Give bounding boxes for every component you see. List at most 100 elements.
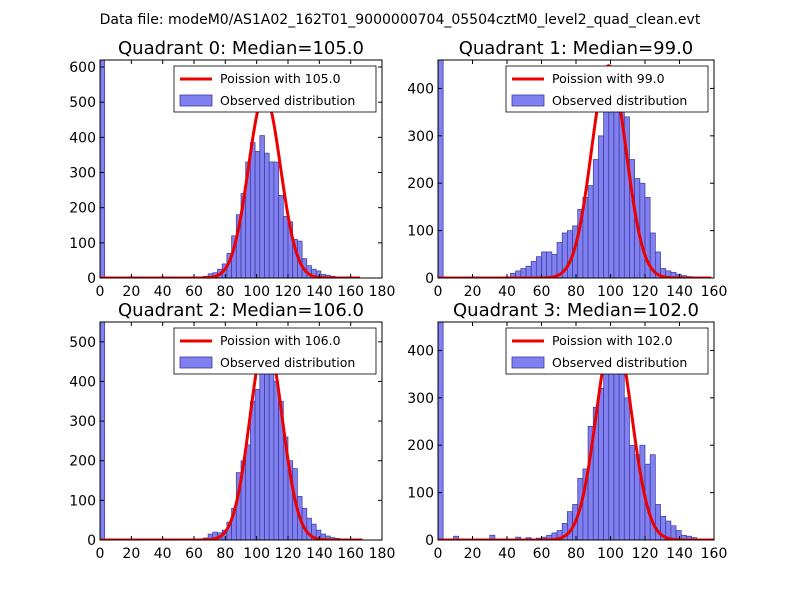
y-tick-label: 100 bbox=[69, 236, 96, 252]
x-tick-label: 100 bbox=[243, 284, 270, 300]
y-tick-label: 400 bbox=[407, 343, 434, 359]
x-tick-label: 0 bbox=[434, 284, 443, 300]
x-tick-label: 20 bbox=[464, 284, 482, 300]
histogram-bar bbox=[567, 511, 573, 540]
y-tick-label: 400 bbox=[407, 81, 434, 97]
x-tick-label: 80 bbox=[567, 546, 585, 562]
histogram-bar bbox=[100, 322, 106, 540]
x-tick-label: 40 bbox=[498, 284, 516, 300]
y-tick-label: 0 bbox=[425, 533, 434, 549]
histogram-bar bbox=[530, 261, 537, 278]
histogram-bar bbox=[254, 151, 261, 278]
y-tick-label: 300 bbox=[69, 414, 96, 430]
histogram-bar bbox=[603, 97, 610, 278]
x-tick-label: 60 bbox=[533, 284, 551, 300]
legend-bar-swatch bbox=[179, 356, 213, 369]
y-tick-label: 300 bbox=[407, 129, 434, 145]
histogram-bar bbox=[438, 60, 444, 278]
y-tick-label: 0 bbox=[425, 271, 434, 287]
y-tick-label: 400 bbox=[69, 130, 96, 146]
x-tick-label: 120 bbox=[632, 284, 659, 300]
histogram-bar bbox=[623, 397, 630, 540]
x-tick-label: 120 bbox=[275, 546, 302, 562]
legend-line-label: Poission with 102.0 bbox=[552, 333, 673, 348]
legend: Poission with 99.0 Observed distribution bbox=[505, 65, 709, 113]
x-tick-label: 160 bbox=[701, 546, 728, 562]
legend-bar-label: Observed distribution bbox=[552, 93, 687, 108]
x-tick-label: 140 bbox=[306, 546, 333, 562]
histogram-bar bbox=[268, 161, 275, 278]
x-tick-label: 100 bbox=[597, 284, 624, 300]
legend-bar-label: Observed distribution bbox=[220, 355, 355, 370]
x-tick-label: 140 bbox=[666, 546, 693, 562]
histogram-bar bbox=[592, 159, 599, 278]
x-tick-label: 140 bbox=[666, 284, 693, 300]
x-tick-label: 60 bbox=[533, 546, 551, 562]
poisson-curve bbox=[438, 327, 714, 540]
x-tick-label: 40 bbox=[498, 546, 516, 562]
plot-data bbox=[438, 60, 713, 278]
histogram-bar bbox=[273, 161, 279, 278]
legend: Poission with 105.0 Observed distribution bbox=[173, 65, 377, 113]
histogram-bar bbox=[546, 251, 553, 278]
histogram-bar bbox=[587, 185, 594, 278]
x-tick-label: 0 bbox=[96, 284, 105, 300]
histogram-bar bbox=[268, 369, 275, 540]
histogram-bar bbox=[259, 135, 265, 278]
legend-line-label: Poission with 106.0 bbox=[220, 333, 341, 348]
x-tick-label: 20 bbox=[464, 546, 482, 562]
axes-frame bbox=[99, 59, 383, 279]
y-tick-label: 400 bbox=[69, 374, 96, 390]
histogram-bar bbox=[438, 322, 444, 540]
x-tick-label: 140 bbox=[306, 284, 333, 300]
y-tick-label: 200 bbox=[69, 454, 96, 470]
y-tick-label: 600 bbox=[69, 60, 96, 76]
histogram-bar bbox=[245, 444, 251, 540]
legend-line-label: Poission with 105.0 bbox=[220, 71, 341, 86]
x-tick-label: 160 bbox=[337, 546, 364, 562]
histogram-bar bbox=[282, 216, 289, 278]
y-tick-label: 300 bbox=[407, 391, 434, 407]
histogram-bar bbox=[535, 256, 542, 278]
x-tick-label: 40 bbox=[154, 546, 172, 562]
x-tick-label: 60 bbox=[185, 284, 203, 300]
legend-bar-label: Observed distribution bbox=[220, 93, 355, 108]
x-tick-label: 20 bbox=[122, 284, 140, 300]
x-tick-label: 80 bbox=[216, 546, 234, 562]
x-tick-label: 160 bbox=[701, 284, 728, 300]
legend-bar-swatch bbox=[179, 94, 213, 107]
x-tick-label: 180 bbox=[369, 284, 396, 300]
histogram-bar bbox=[598, 135, 604, 278]
panel-title: Quadrant 2: Median=106.0 bbox=[118, 300, 364, 321]
legend-bar-label: Observed distribution bbox=[552, 355, 687, 370]
x-tick-label: 120 bbox=[632, 546, 659, 562]
chart-panel-1: 0 20 40 60 80 100 120 140 160 0 100 200 300 400 Quadra… bbox=[407, 38, 727, 300]
chart-panel-3: 0 20 40 60 80 100 120 140 160 0 100 200 300 400 Quadra… bbox=[407, 300, 727, 562]
histogram-bar bbox=[278, 195, 284, 278]
histogram-bar bbox=[259, 373, 265, 540]
histogram-bar bbox=[541, 251, 548, 278]
y-tick-label: 200 bbox=[407, 438, 434, 454]
y-tick-label: 100 bbox=[407, 224, 434, 240]
x-tick-label: 160 bbox=[337, 284, 364, 300]
legend-bar-swatch bbox=[511, 356, 545, 369]
poisson-curve bbox=[100, 336, 364, 540]
poisson-curve bbox=[438, 64, 713, 278]
y-tick-label: 100 bbox=[69, 493, 96, 509]
plot-data bbox=[100, 60, 361, 278]
y-tick-label: 200 bbox=[69, 201, 96, 217]
legend: Poission with 106.0 Observed distribution bbox=[173, 327, 377, 375]
poisson-curve bbox=[100, 93, 361, 278]
histogram-bar bbox=[598, 387, 604, 540]
histogram-bar bbox=[250, 142, 256, 278]
histogram-bar bbox=[264, 152, 270, 278]
histogram-bar bbox=[254, 389, 261, 540]
y-tick-label: 500 bbox=[69, 335, 96, 351]
x-tick-label: 0 bbox=[434, 546, 443, 562]
y-tick-label: 0 bbox=[87, 271, 96, 287]
chart-panel-2: 0 20 40 60 80 100 120 140 160 180 0 100 200 300 400 500… bbox=[69, 300, 395, 562]
x-tick-label: 100 bbox=[597, 546, 624, 562]
chart-panel-0: 0 20 40 60 80 100 120 140 160 180 0 100 200 300 400 500… bbox=[69, 38, 395, 300]
histogram-bar bbox=[608, 359, 615, 540]
